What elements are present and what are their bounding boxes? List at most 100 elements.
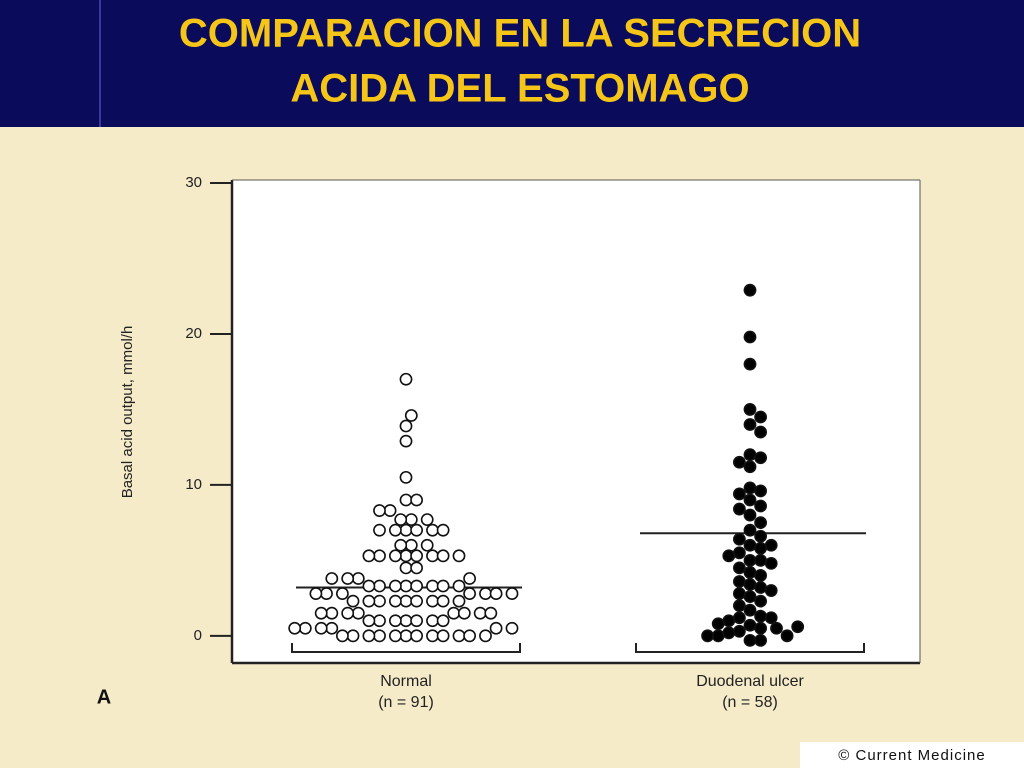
data-point: [399, 523, 413, 537]
data-point: [388, 523, 402, 537]
data-point: [373, 523, 386, 537]
data-point: [399, 434, 413, 448]
data-point: [436, 614, 450, 628]
data-point: [743, 590, 757, 603]
data-point: [325, 606, 339, 620]
data-point: [388, 614, 402, 628]
data-point: [394, 538, 408, 552]
data-point: [754, 451, 767, 465]
data-point: [314, 606, 328, 620]
data-point: [743, 481, 757, 495]
data-point: [754, 553, 767, 567]
data-point: [473, 606, 487, 620]
data-point: [399, 372, 413, 386]
data-point: [733, 599, 746, 613]
data-point: [754, 621, 767, 635]
data-point: [309, 587, 323, 600]
data-point: [426, 629, 439, 643]
data-point: [764, 584, 778, 597]
data-point: [754, 425, 767, 439]
data-point: [764, 556, 778, 570]
data-point: [754, 581, 767, 594]
data-point: [373, 594, 386, 608]
data-point: [341, 606, 355, 620]
data-point: [733, 561, 746, 575]
data-point: [743, 538, 757, 552]
data-point: [410, 549, 423, 563]
data-point: [770, 621, 783, 635]
data-point: [410, 493, 423, 507]
data-point: [743, 283, 757, 297]
title-band: [0, 0, 1024, 127]
data-point: [399, 629, 413, 643]
y-tick-label: 30: [185, 174, 202, 191]
data-point: [320, 587, 333, 600]
data-point: [743, 493, 757, 507]
data-point: [452, 594, 466, 608]
data-point: [479, 629, 492, 643]
x-tick-label: Duodenal ulcer: [696, 673, 804, 690]
panel-label: A: [97, 686, 111, 708]
data-point: [764, 538, 778, 552]
data-point: [754, 516, 767, 530]
data-point: [436, 629, 450, 643]
data-point: [373, 504, 386, 517]
data-point: [388, 549, 402, 563]
data-point: [346, 629, 360, 643]
data-point: [399, 594, 413, 608]
data-point: [314, 621, 328, 635]
data-point: [733, 502, 746, 516]
data-point: [484, 606, 498, 620]
data-point: [489, 587, 503, 600]
data-point: [399, 470, 413, 484]
data-point: [754, 569, 767, 582]
data-point: [426, 549, 439, 563]
x-tick-note: (n = 58): [722, 694, 778, 711]
data-point: [743, 603, 757, 617]
data-point: [743, 578, 757, 591]
data-point: [410, 523, 423, 537]
data-point: [426, 594, 439, 608]
data-point: [733, 624, 746, 638]
data-point: [743, 566, 757, 579]
data-point: [791, 620, 805, 634]
data-point: [410, 579, 423, 593]
data-point: [733, 487, 746, 501]
data-point: [711, 629, 725, 643]
data-point: [325, 621, 339, 635]
data-point: [743, 508, 757, 522]
x-tick-note: (n = 91): [378, 694, 434, 711]
data-point: [399, 561, 413, 575]
data-point: [373, 579, 386, 593]
data-point: [373, 614, 386, 628]
data-point: [463, 587, 476, 600]
data-point: [399, 493, 413, 507]
data-point: [388, 579, 402, 593]
data-point: [452, 549, 466, 563]
data-point: [722, 614, 736, 628]
data-point: [743, 618, 757, 632]
data-point: [420, 513, 434, 527]
data-point: [447, 606, 461, 620]
data-point: [743, 460, 757, 474]
data-point: [404, 409, 418, 422]
data-point: [373, 629, 386, 643]
credit-box: [800, 742, 1024, 768]
y-tick-label: 0: [194, 627, 202, 644]
data-point: [743, 330, 757, 344]
data-point: [410, 594, 423, 608]
data-point: [394, 513, 408, 527]
data-point: [388, 629, 402, 643]
data-point: [780, 629, 794, 643]
group-bracket: [291, 643, 521, 653]
data-point: [754, 484, 767, 498]
data-point: [426, 614, 439, 628]
data-point: [754, 609, 767, 623]
data-point: [463, 572, 476, 585]
data-point: [754, 594, 767, 608]
data-point: [436, 579, 450, 593]
data-point: [420, 538, 434, 552]
data-point: [733, 587, 746, 600]
data-point: [505, 621, 519, 635]
